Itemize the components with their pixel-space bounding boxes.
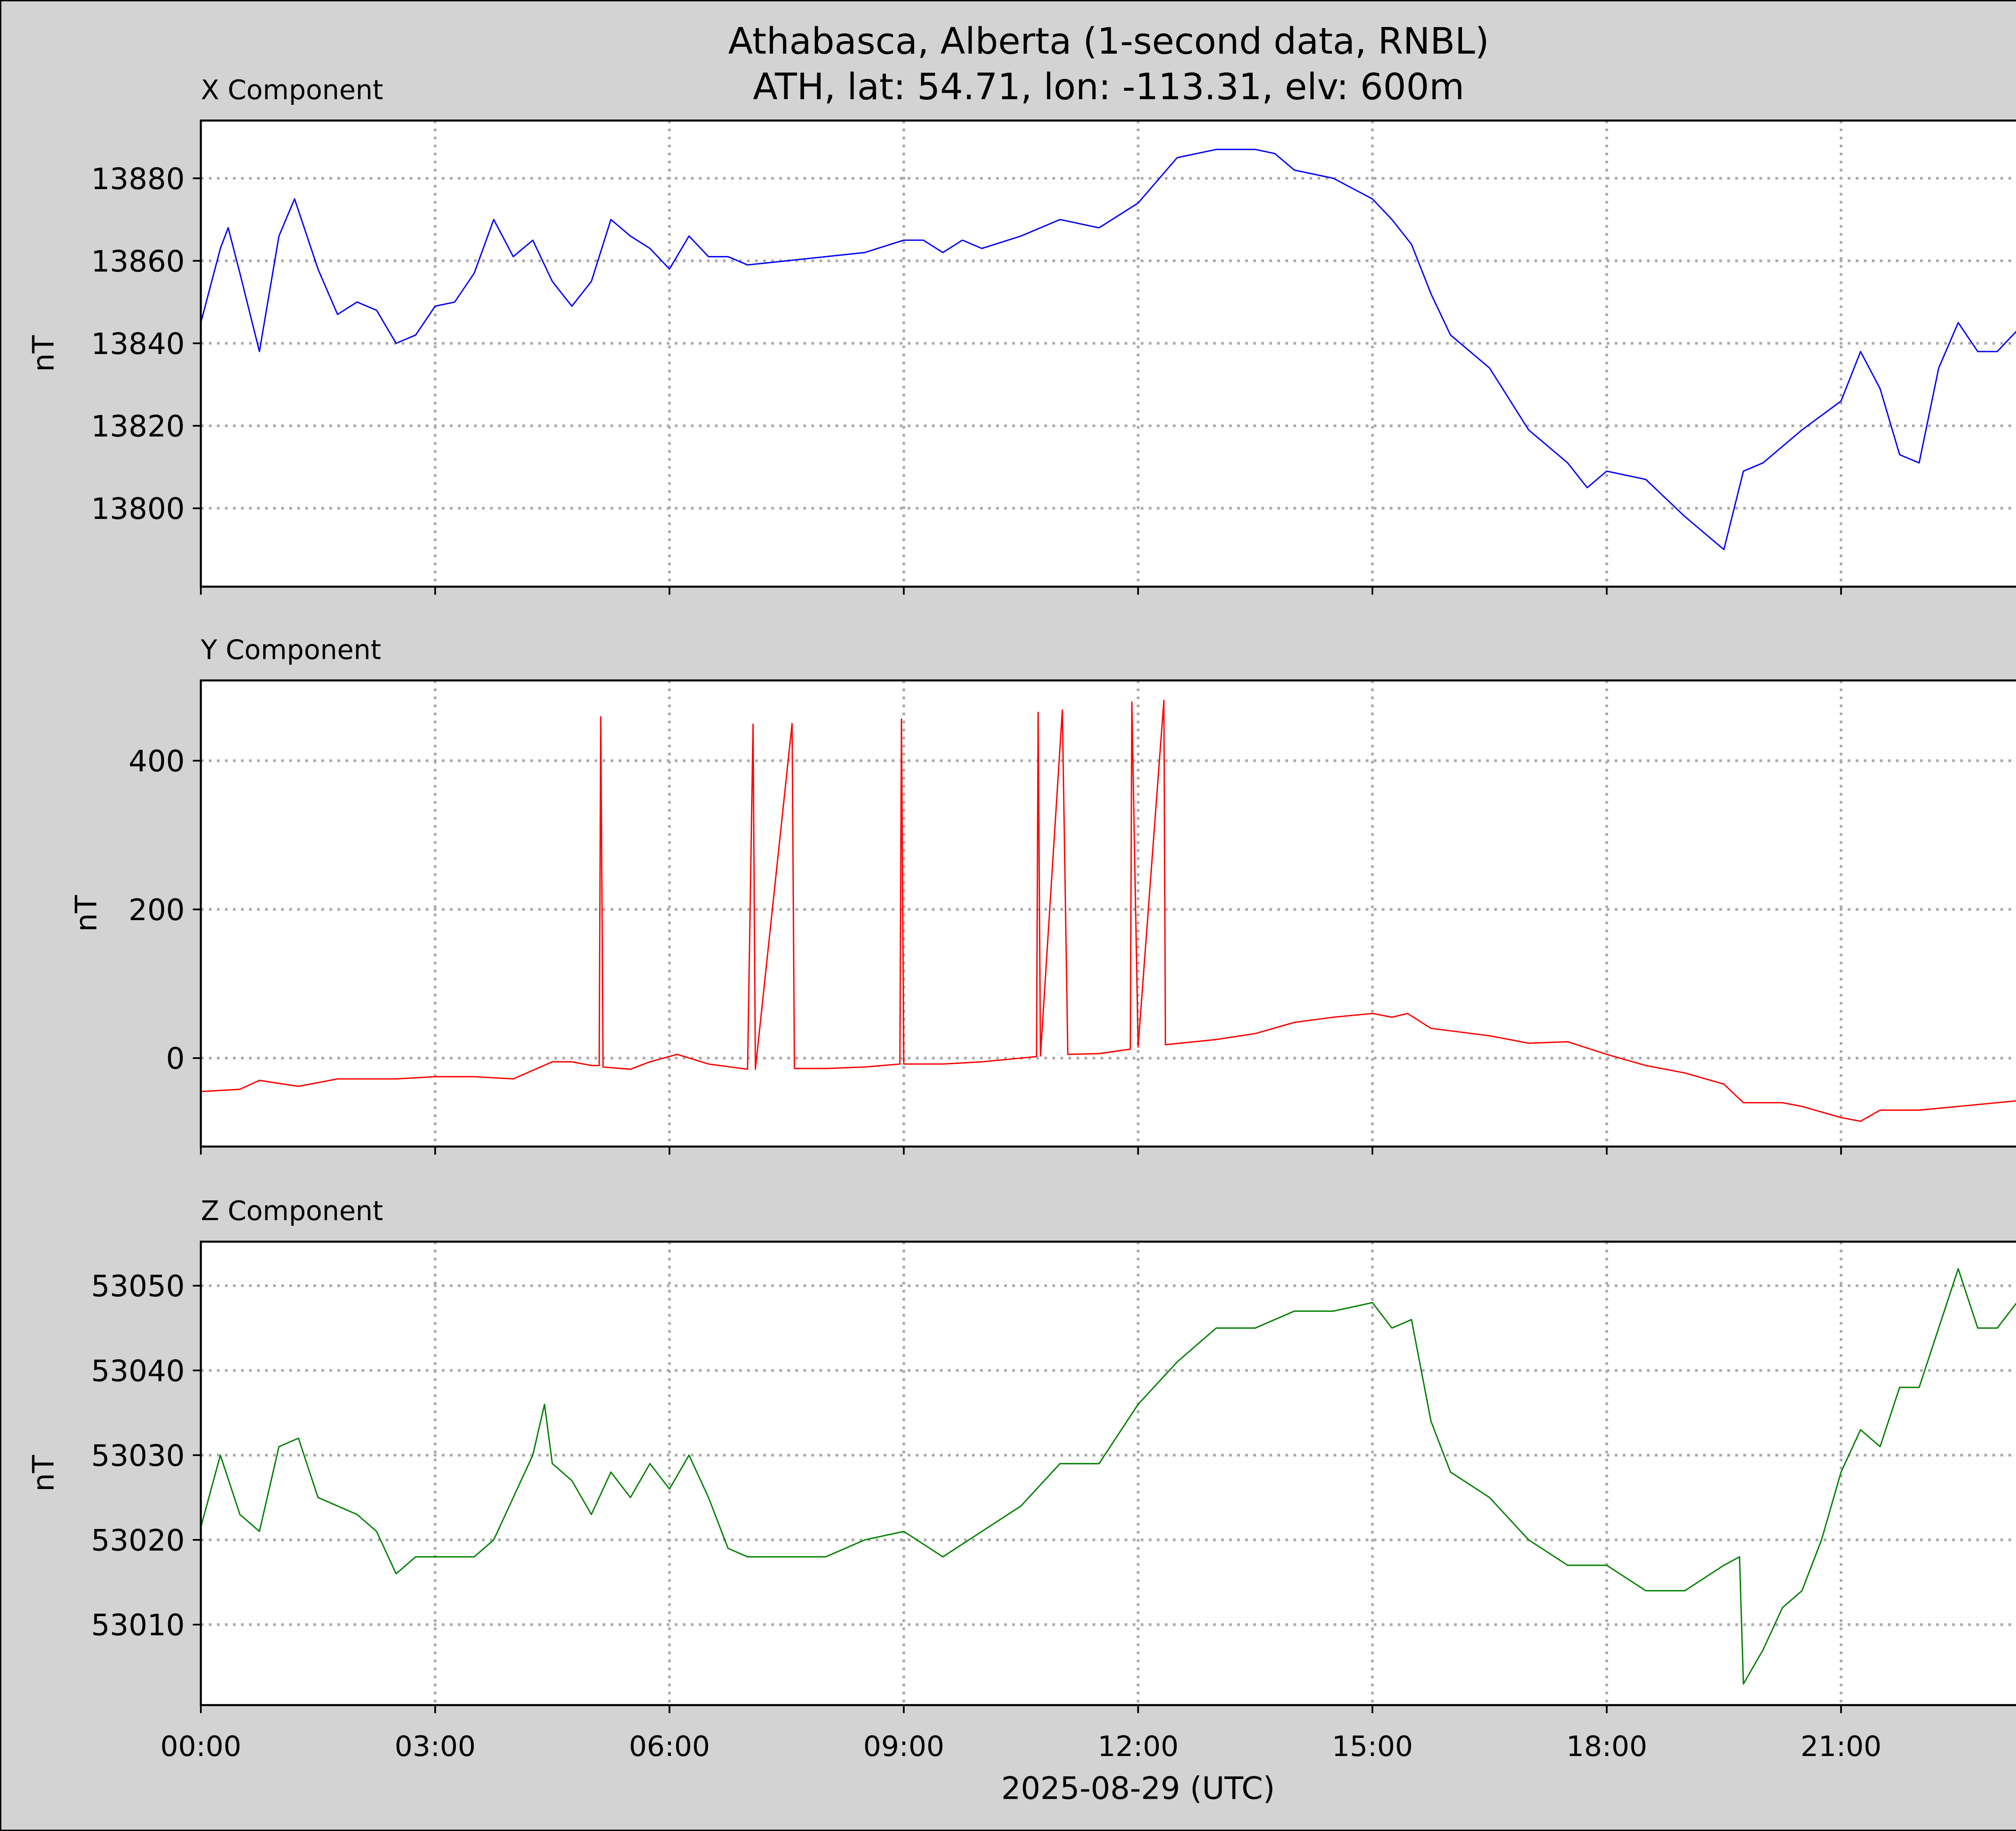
- y-tick-label: 200: [129, 893, 185, 927]
- y-tick-label: 13840: [91, 327, 185, 361]
- panel-title: Y Component: [200, 634, 381, 665]
- plot-area: [201, 120, 2016, 587]
- data-line: [201, 1268, 2016, 1685]
- x-tick-label: 00:00: [160, 1730, 242, 1763]
- data-line: [201, 148, 2016, 550]
- y-tick-label: 13860: [91, 244, 185, 279]
- plot-frame: [200, 119, 2016, 588]
- y-axis-label: nT: [69, 895, 104, 932]
- figure-title: Athabasca, Alberta (1-second data, RNBL): [728, 21, 1489, 62]
- series-group: [201, 148, 2016, 550]
- y-tick-label: 13800: [91, 492, 185, 526]
- x-tick-label: 06:00: [629, 1730, 710, 1763]
- panel-title: X Component: [201, 74, 383, 106]
- y-tick-label: 13820: [91, 410, 185, 444]
- y-tick-label: 53050: [91, 1269, 185, 1304]
- x-tick-label: 15:00: [1332, 1730, 1413, 1763]
- x-axis-label: 2025-08-29 (UTC): [1001, 1771, 1275, 1806]
- y-tick-label: 400: [129, 744, 185, 779]
- y-tick-label: 53030: [91, 1439, 185, 1473]
- x-tick-label: 03:00: [395, 1730, 476, 1763]
- panel-title: Z Component: [201, 1195, 383, 1227]
- x-tick-label: 12:00: [1098, 1730, 1179, 1763]
- y-tick-label: 13880: [91, 162, 185, 196]
- y-tick-label: 53020: [91, 1524, 185, 1558]
- data-line: [201, 700, 2016, 1122]
- y-axis-label: nT: [27, 335, 61, 372]
- y-axis-label: nT: [27, 1455, 61, 1491]
- series-group: [201, 700, 2016, 1122]
- y-tick-label: 53040: [91, 1354, 185, 1388]
- x-tick-label: 18:00: [1566, 1730, 1647, 1763]
- plot-area: [201, 680, 2016, 1147]
- x-tick-label: 21:00: [1801, 1730, 1882, 1763]
- series-group: [201, 1268, 2016, 1685]
- figure-subtitle: ATH, lat: 54.71, lon: -113.31, elv: 600m: [753, 66, 1464, 108]
- y-tick-label: 53010: [91, 1608, 185, 1643]
- plot-frame: [200, 679, 2016, 1148]
- x-tick-label: 09:00: [863, 1730, 944, 1763]
- plot-area: [201, 1241, 2016, 1705]
- plot-frame: [200, 1240, 2016, 1706]
- y-tick-label: 0: [166, 1042, 185, 1076]
